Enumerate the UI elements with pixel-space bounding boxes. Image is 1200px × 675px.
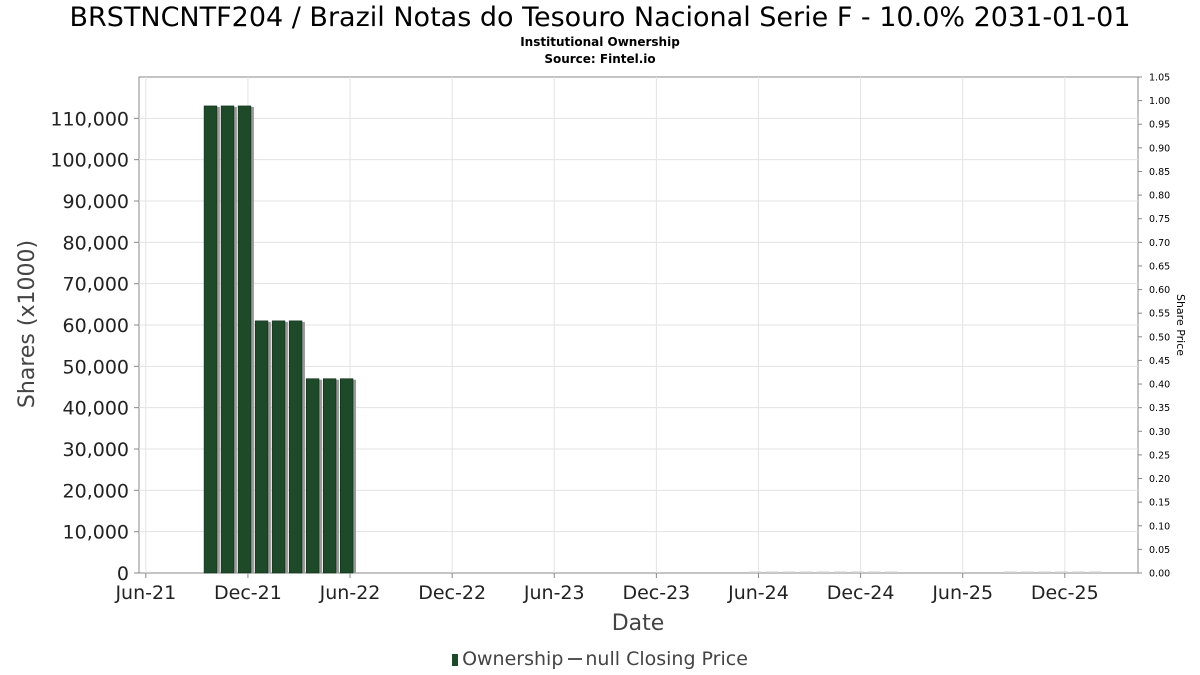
- ownership-bar: [1003, 571, 1017, 573]
- y2-tick-label: 0.20: [1149, 474, 1170, 485]
- y-tick-label: 90,000: [63, 191, 129, 213]
- ownership-bar: [305, 378, 320, 574]
- x-tick-label: Dec-22: [418, 582, 486, 604]
- ownership-bar: [1072, 571, 1085, 573]
- ownership-bar: [833, 571, 847, 573]
- ownership-bar: [1038, 571, 1051, 573]
- price-legend-label: null Closing Price: [585, 648, 748, 670]
- x-tick-label: Dec-21: [214, 582, 282, 604]
- y2-tick-label: 0.85: [1149, 167, 1170, 178]
- legend: Ownership null Closing Price: [0, 648, 1200, 670]
- y2-axis: 0.00 0.05 0.10 0.15 0.20 0.25 0.30 0.35 0.40 0.45…: [1138, 73, 1170, 580]
- y2-tick-label: 0.65: [1149, 261, 1170, 272]
- ownership-bar: [288, 320, 303, 574]
- y2-tick-label: 0.95: [1149, 120, 1170, 131]
- ownership-bar: [799, 571, 813, 573]
- ownership-bar: [339, 378, 354, 574]
- y-tick-label: 110,000: [50, 108, 129, 130]
- y-tick-label: 10,000: [63, 522, 129, 544]
- y2-tick-label: 0.15: [1149, 498, 1170, 509]
- x-tick-label: Jun-23: [523, 582, 585, 604]
- ownership-legend-swatch: [452, 654, 459, 666]
- ownership-bars: [203, 105, 1102, 574]
- y2-tick-label: 0.30: [1149, 427, 1170, 438]
- y2-tick-label: 0.60: [1149, 285, 1170, 296]
- y-tick-label: 50,000: [63, 356, 129, 378]
- y-tick-label: 30,000: [63, 439, 129, 461]
- ownership-bar: [254, 320, 269, 574]
- ownership-bar: [203, 105, 218, 574]
- ownership-bar: [782, 571, 796, 573]
- y2-tick-label: 0.35: [1149, 403, 1170, 414]
- y2-tick-label: 0.25: [1149, 450, 1170, 461]
- y2-tick-label: 0.10: [1149, 521, 1170, 532]
- y-tick-label: 60,000: [63, 315, 129, 337]
- price-legend-swatch: [568, 658, 583, 660]
- x-tick-label: Dec-24: [827, 582, 895, 604]
- x-tick-label: Dec-23: [622, 582, 690, 604]
- ownership-bar: [884, 571, 898, 573]
- ownership-bar: [1089, 571, 1102, 573]
- ownership-bar: [867, 571, 881, 573]
- x-tick-label: Jun-21: [114, 582, 176, 604]
- x-axis-label: Date: [612, 611, 665, 636]
- ownership-bar: [237, 105, 252, 574]
- ownership-bar: [748, 571, 762, 573]
- y-axis: 0 10,000 20,000 30,000 40,000 50,000 60,000 70,…: [50, 108, 139, 585]
- x-tick-label: Jun-25: [931, 582, 993, 604]
- y2-tick-label: 0.40: [1149, 380, 1170, 391]
- y-tick-label: 0: [117, 563, 129, 585]
- chart-title: BRSTNCNTF204 / Brazil Notas do Tesouro N…: [69, 2, 1131, 33]
- y2-axis-label: Share Price: [1174, 294, 1187, 356]
- ownership-bar: [850, 571, 864, 573]
- x-tick-label: Jun-24: [727, 582, 789, 604]
- y-tick-label: 20,000: [63, 480, 129, 502]
- y2-tick-label: 0.80: [1149, 191, 1170, 202]
- y2-tick-label: 0.70: [1149, 238, 1170, 249]
- y2-tick-label: 1.05: [1149, 73, 1170, 84]
- x-tick-label: Dec-25: [1031, 582, 1099, 604]
- y-tick-label: 80,000: [63, 232, 129, 254]
- x-tick-label: Jun-22: [319, 582, 381, 604]
- y2-tick-label: 1.00: [1149, 96, 1170, 107]
- y2-tick-label: 0.50: [1149, 332, 1170, 343]
- ownership-bar: [271, 320, 286, 574]
- y2-tick-label: 0.75: [1149, 214, 1170, 225]
- chart-source: Source: Fintel.io: [544, 52, 656, 66]
- ownership-bar: [816, 571, 830, 573]
- x-axis: Jun-21 Dec-21 Jun-22 Dec-22 Jun-23 Dec-23 Jun-…: [114, 573, 1099, 604]
- y-tick-label: 100,000: [50, 150, 129, 172]
- ownership-bar: [1055, 571, 1068, 573]
- ownership-bar: [220, 105, 235, 574]
- y-axis-label: Shares (x1000): [15, 240, 40, 408]
- y-tick-label: 40,000: [63, 398, 129, 420]
- y2-tick-label: 0.00: [1149, 569, 1170, 580]
- ownership-bar: [322, 378, 337, 574]
- y2-tick-label: 0.90: [1149, 143, 1170, 154]
- y2-tick-label: 0.45: [1149, 356, 1170, 367]
- chart-subtitle: Institutional Ownership: [520, 35, 680, 49]
- ownership-bar: [1020, 571, 1034, 573]
- y-tick-label: 70,000: [63, 274, 129, 296]
- y2-tick-label: 0.05: [1149, 545, 1170, 556]
- y2-tick-label: 0.55: [1149, 309, 1170, 320]
- ownership-legend-label: Ownership: [462, 648, 564, 670]
- ownership-bar: [765, 571, 779, 573]
